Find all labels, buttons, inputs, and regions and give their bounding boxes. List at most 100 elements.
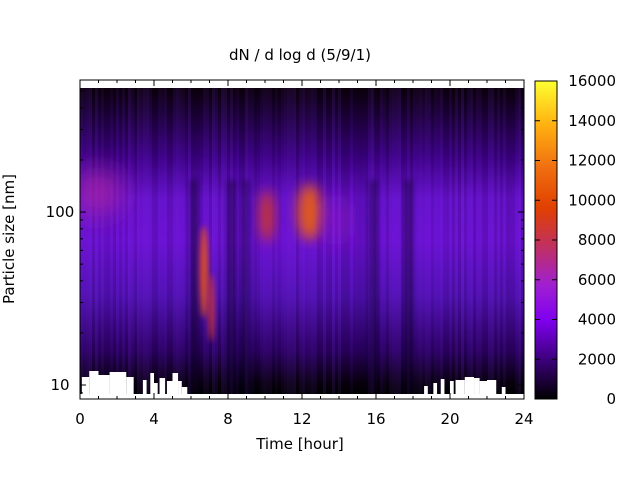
missing-data-bin bbox=[433, 383, 438, 394]
heatmap-column bbox=[434, 88, 437, 394]
heatmap-column bbox=[86, 88, 89, 394]
heatmap-column bbox=[302, 88, 305, 394]
heatmap-column bbox=[428, 88, 431, 394]
heatmap-feature bbox=[297, 184, 322, 241]
heatmap-column bbox=[197, 88, 200, 394]
heatmap-column bbox=[251, 88, 254, 394]
heatmap-column bbox=[185, 88, 188, 394]
x-tick-label: 20 bbox=[440, 410, 459, 428]
heatmap-column bbox=[236, 88, 239, 394]
heatmap-column bbox=[101, 88, 104, 394]
colorbar-tick-label: 2000 bbox=[578, 350, 616, 368]
heatmap-column bbox=[392, 88, 395, 394]
colorbar-tick-label: 4000 bbox=[578, 311, 616, 329]
heatmap-streak bbox=[368, 180, 378, 394]
heatmap-column bbox=[467, 88, 470, 394]
heatmap-column bbox=[479, 88, 482, 394]
heatmap-column bbox=[311, 88, 314, 394]
colorbar-axis: 0 2000 4000 6000 8000 10000 12000 14000 16000 bbox=[535, 72, 616, 408]
heatmap-column bbox=[275, 88, 278, 394]
heatmap-column bbox=[134, 88, 137, 394]
heatmap-column bbox=[104, 88, 107, 394]
heatmap-column bbox=[458, 88, 461, 394]
heatmap-column bbox=[386, 88, 389, 394]
x-tick-label: 16 bbox=[366, 410, 385, 428]
heatmap-column bbox=[338, 88, 341, 394]
heatmap-column bbox=[431, 88, 434, 394]
heatmap-column bbox=[137, 88, 140, 394]
heatmap-column bbox=[515, 88, 518, 394]
heatmap-column bbox=[263, 88, 266, 394]
heatmap-column bbox=[482, 88, 485, 394]
heatmap-background bbox=[80, 88, 524, 394]
colorbar-tick-label: 6000 bbox=[578, 271, 616, 289]
heatmap-column bbox=[401, 88, 404, 394]
missing-data-bin bbox=[181, 387, 188, 394]
heatmap-column bbox=[380, 88, 383, 394]
heatmap-column bbox=[269, 88, 272, 394]
missing-data-bin bbox=[126, 377, 134, 394]
heatmap-column bbox=[281, 88, 284, 394]
heatmap-column bbox=[98, 88, 101, 394]
heatmap-column bbox=[449, 88, 452, 394]
x-tick-label: 0 bbox=[75, 410, 85, 428]
missing-data-bin bbox=[501, 387, 506, 394]
heatmap-column bbox=[362, 88, 365, 394]
heatmap-column bbox=[122, 88, 125, 394]
heatmap-column bbox=[152, 88, 155, 394]
heatmap-column bbox=[272, 88, 275, 394]
heatmap-column bbox=[140, 88, 143, 394]
heatmap-column bbox=[287, 88, 290, 394]
missing-data-bin bbox=[109, 372, 127, 394]
heatmap-column bbox=[260, 88, 263, 394]
heatmap-column bbox=[218, 88, 221, 394]
missing-data-bin bbox=[172, 373, 179, 394]
missing-data-bin bbox=[474, 378, 480, 394]
missing-data-bin bbox=[424, 386, 428, 394]
heatmap-column bbox=[113, 88, 116, 394]
missing-data-bin bbox=[487, 380, 497, 394]
missing-data-bin bbox=[450, 381, 454, 394]
colorbar-tick-label: 14000 bbox=[568, 112, 616, 130]
heatmap-streak bbox=[226, 180, 238, 394]
heatmap-column bbox=[425, 88, 428, 394]
heatmap-column bbox=[389, 88, 392, 394]
heatmap-column bbox=[323, 88, 326, 394]
heatmap-column bbox=[158, 88, 161, 394]
heatmap-column bbox=[164, 88, 167, 394]
heatmap-column bbox=[116, 88, 119, 394]
heatmap-column bbox=[278, 88, 281, 394]
missing-data-bin bbox=[440, 379, 445, 394]
heatmap-column bbox=[470, 88, 473, 394]
heatmap-column bbox=[209, 88, 212, 394]
colorbar-tick-label: 16000 bbox=[568, 72, 616, 90]
heatmap-column bbox=[353, 88, 356, 394]
heatmap-feature bbox=[259, 189, 274, 242]
y-tick-label: 100 bbox=[46, 203, 75, 221]
heatmap-column bbox=[473, 88, 476, 394]
colorbar-tick-label: 0 bbox=[606, 390, 616, 408]
heatmap-column bbox=[284, 88, 287, 394]
colorbar-tick-label: 12000 bbox=[568, 152, 616, 170]
missing-data-bin bbox=[464, 377, 475, 394]
heatmap-column bbox=[179, 88, 182, 394]
heatmap-column bbox=[254, 88, 257, 394]
heatmap-column bbox=[125, 88, 128, 394]
heatmap-column bbox=[422, 88, 425, 394]
chart-title: dN / d log d (5/9/1) bbox=[229, 46, 371, 64]
heatmap-column bbox=[143, 88, 146, 394]
heatmap-column bbox=[383, 88, 386, 394]
heatmap-column bbox=[491, 88, 494, 394]
heatmap-column bbox=[521, 88, 524, 394]
colorbar-tick-label: 8000 bbox=[578, 231, 616, 249]
heatmap-feature bbox=[199, 226, 208, 319]
x-axis: 0 4 8 12 16 20 24 bbox=[75, 80, 534, 428]
heatmap-column bbox=[497, 88, 500, 394]
heatmap-column bbox=[170, 88, 173, 394]
heatmap-column bbox=[326, 88, 329, 394]
heatmap-column bbox=[446, 88, 449, 394]
heatmap-column bbox=[290, 88, 293, 394]
x-tick-label: 12 bbox=[292, 410, 311, 428]
heatmap-column bbox=[110, 88, 113, 394]
